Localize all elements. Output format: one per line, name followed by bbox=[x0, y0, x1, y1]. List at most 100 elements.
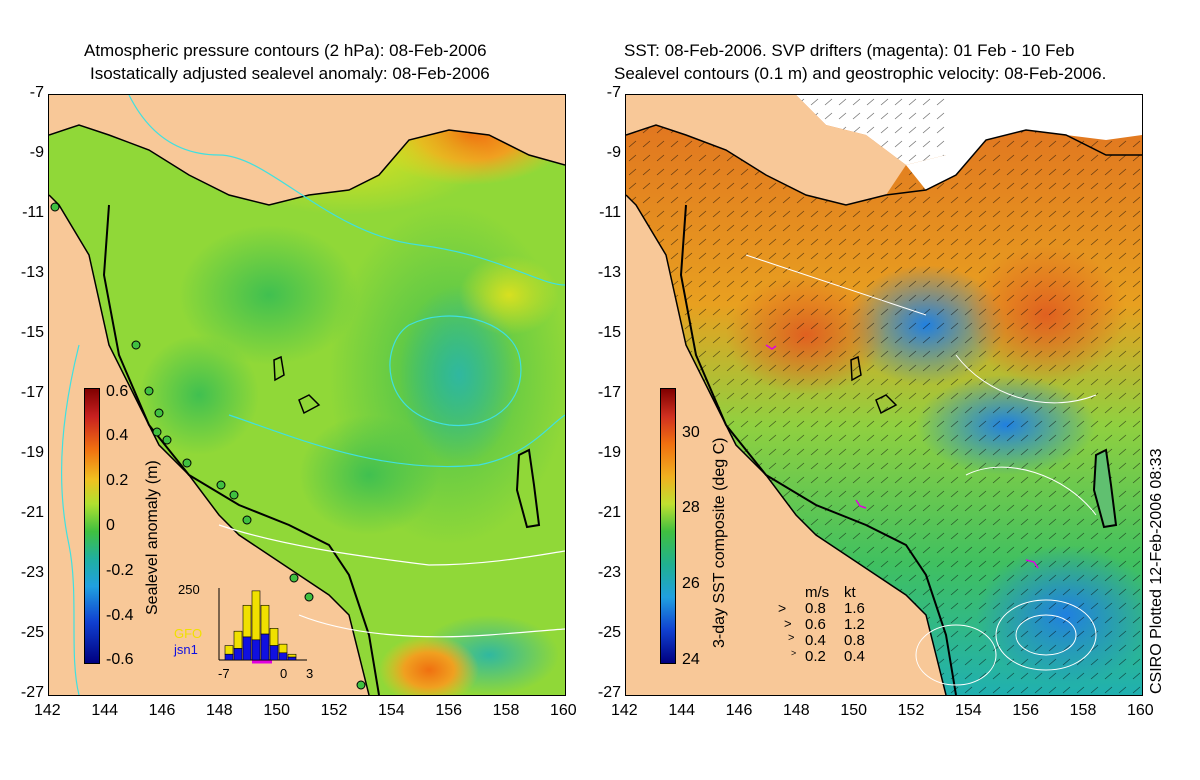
lon-tick-label: 150 bbox=[263, 702, 291, 719]
sla-cbar-tick: -0.2 bbox=[106, 562, 134, 579]
lat-tick-label: -9 bbox=[606, 144, 621, 161]
inset-xtick: -7 bbox=[218, 666, 230, 681]
inset-legend-gfo: GFO bbox=[174, 626, 203, 641]
left-title-line1: Atmospheric pressure contours (2 hPa): 0… bbox=[84, 41, 487, 60]
gfo-bar bbox=[224, 645, 234, 655]
velocity-arrow-icon: > bbox=[791, 648, 797, 658]
lat-tick-label: -23 bbox=[597, 564, 621, 581]
lon-tick-label: 146 bbox=[148, 702, 176, 719]
lon-tick-label: 154 bbox=[955, 702, 982, 719]
gfo-bar bbox=[251, 590, 261, 641]
sealevel-anomaly-map bbox=[48, 94, 566, 696]
gfo-bar bbox=[287, 653, 297, 658]
inset-histogram-svg bbox=[218, 588, 307, 664]
gfo-bar bbox=[242, 604, 252, 638]
lon-tick-label: 148 bbox=[206, 702, 233, 719]
sst-cbar-tick: 26 bbox=[682, 575, 700, 592]
velocity-arrow-icon: > bbox=[778, 600, 787, 616]
lon-tick-label: 154 bbox=[378, 702, 405, 719]
lat-tick-label: -7 bbox=[606, 84, 621, 101]
gfo-bar bbox=[233, 630, 243, 649]
lat-tick-label: -7 bbox=[29, 84, 44, 101]
velocity-legend-ms: 0.6 bbox=[805, 616, 826, 633]
sst-cbar-tick: 24 bbox=[682, 651, 700, 668]
lat-tick-label: -21 bbox=[597, 504, 621, 521]
sst-map-graphic bbox=[626, 95, 1142, 695]
sealevel-colorbar bbox=[84, 388, 100, 664]
lat-tick-label: -25 bbox=[20, 624, 44, 641]
sla-cbar-tick: 0.2 bbox=[106, 472, 129, 489]
sla-cbar-tick: 0.6 bbox=[106, 383, 129, 400]
gfo-bar bbox=[260, 604, 270, 635]
lon-tick-label: 158 bbox=[1069, 702, 1097, 719]
jsn1-bar bbox=[269, 645, 279, 661]
lat-tick-label: -25 bbox=[597, 624, 621, 641]
lon-tick-label: 144 bbox=[91, 702, 119, 719]
lat-tick-label: -17 bbox=[597, 384, 621, 401]
sla-cbar-tick: -0.6 bbox=[106, 651, 134, 668]
velocity-legend-ms: 0.4 bbox=[805, 632, 826, 649]
jsn1-bar bbox=[233, 648, 243, 661]
lat-tick-label: -15 bbox=[597, 324, 621, 341]
lon-tick-label: 150 bbox=[840, 702, 868, 719]
plot-credit: CSIRO Plotted 12-Feb-2006 08:33 bbox=[1148, 448, 1165, 694]
velocity-legend-header-ms: m/s bbox=[805, 584, 830, 601]
velocity-legend-kt: 0.4 bbox=[844, 648, 865, 665]
sla-cbar-tick: 0 bbox=[106, 517, 115, 534]
velocity-legend-kt: 0.8 bbox=[844, 632, 865, 649]
inset-ymax-label: 250 bbox=[178, 582, 200, 597]
velocity-legend-ms: 0.2 bbox=[805, 648, 826, 665]
lat-tick-label: -13 bbox=[20, 264, 44, 281]
inset-xtick: 3 bbox=[306, 666, 314, 681]
lon-tick-label: 156 bbox=[435, 702, 463, 719]
sla-cbar-tick: -0.4 bbox=[106, 607, 134, 624]
gfo-bar bbox=[269, 628, 279, 646]
lon-tick-label: 144 bbox=[668, 702, 696, 719]
jsn1-bar bbox=[242, 636, 252, 661]
inset-xtick: 0 bbox=[280, 666, 288, 681]
lat-tick-label: -15 bbox=[20, 324, 44, 341]
velocity-legend-ms: 0.8 bbox=[805, 600, 826, 617]
lon-tick-label: 152 bbox=[897, 702, 925, 719]
sst-colorbar bbox=[660, 388, 676, 664]
right-title-line2: Sealevel contours (0.1 m) and geostrophi… bbox=[614, 64, 1107, 83]
velocity-arrow-icon: > bbox=[788, 632, 795, 644]
lon-tick-label: 156 bbox=[1012, 702, 1040, 719]
sla-cbar-tick: 0.4 bbox=[106, 427, 129, 444]
lat-tick-label: -27 bbox=[20, 684, 44, 701]
lat-tick-label: -27 bbox=[597, 684, 621, 701]
gfo-bar bbox=[278, 643, 288, 654]
jsn1-bar bbox=[260, 633, 270, 661]
jsn1-bar bbox=[287, 656, 297, 661]
lat-tick-label: -9 bbox=[29, 144, 44, 161]
lat-tick-label: -19 bbox=[597, 444, 621, 461]
sla-colorbar-label: Sealevel anomaly (m) bbox=[144, 460, 161, 615]
velocity-legend-kt: 1.6 bbox=[844, 600, 865, 617]
jsn1-bar bbox=[278, 652, 288, 661]
lon-tick-label: 148 bbox=[783, 702, 810, 719]
inset-legend-jsn1: jsn1 bbox=[174, 642, 198, 657]
sealevel-map-graphic bbox=[49, 95, 565, 695]
lon-tick-label: 142 bbox=[611, 702, 638, 719]
velocity-legend-header-kt: kt bbox=[844, 584, 856, 601]
sst-cbar-tick: 30 bbox=[682, 424, 700, 441]
velocity-legend-kt: 1.2 bbox=[844, 616, 865, 633]
jsn1-bar bbox=[224, 653, 234, 661]
lon-tick-label: 146 bbox=[725, 702, 753, 719]
right-title-line1: SST: 08-Feb-2006. SVP drifters (magenta)… bbox=[624, 41, 1075, 60]
left-title-line2: Isostatically adjusted sealevel anomaly:… bbox=[90, 64, 490, 83]
lat-tick-label: -23 bbox=[20, 564, 44, 581]
velocity-legend: m/s kt > 0.8 1.6 > 0.6 1.2 > 0.4 0.8 > 0… bbox=[778, 584, 878, 670]
jsn1-bar bbox=[251, 639, 261, 661]
lat-tick-label: -19 bbox=[20, 444, 44, 461]
lat-tick-label: -11 bbox=[22, 204, 44, 221]
altimeter-inset: 250 GFO jsn1 -7 0 3 bbox=[172, 582, 313, 682]
lat-tick-label: -11 bbox=[599, 204, 621, 221]
lat-tick-label: -17 bbox=[20, 384, 44, 401]
sst-map bbox=[625, 94, 1143, 696]
lat-tick-label: -21 bbox=[20, 504, 44, 521]
lon-tick-label: 152 bbox=[320, 702, 348, 719]
lat-tick-label: -13 bbox=[597, 264, 621, 281]
sst-cbar-tick: 28 bbox=[682, 499, 700, 516]
velocity-arrow-icon: > bbox=[784, 616, 792, 631]
